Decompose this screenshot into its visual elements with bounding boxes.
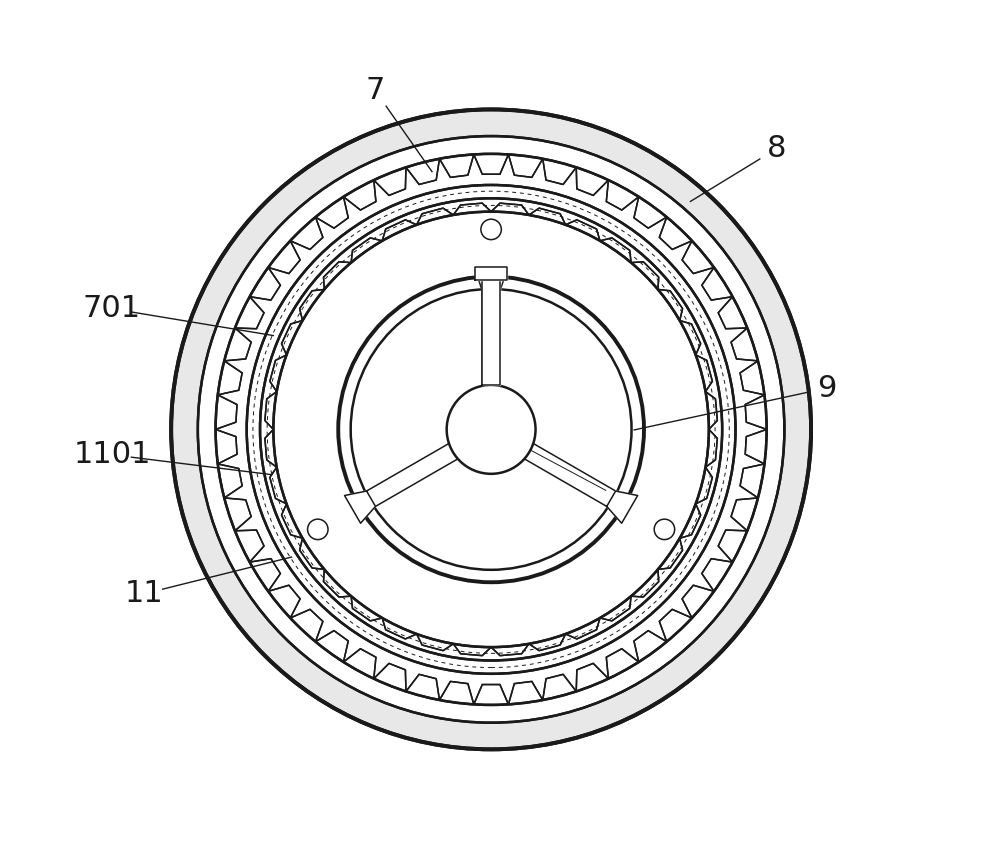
Polygon shape — [607, 491, 638, 523]
Circle shape — [338, 277, 644, 582]
Text: 11: 11 — [124, 579, 163, 608]
Wedge shape — [260, 198, 722, 660]
Circle shape — [654, 519, 675, 540]
Polygon shape — [482, 278, 500, 385]
Polygon shape — [475, 269, 507, 291]
Circle shape — [447, 385, 536, 473]
Text: 7: 7 — [365, 76, 385, 104]
Text: 8: 8 — [767, 135, 786, 163]
Circle shape — [481, 220, 501, 240]
Wedge shape — [171, 109, 811, 749]
Polygon shape — [345, 491, 375, 523]
Text: 701: 701 — [83, 294, 141, 323]
Circle shape — [308, 519, 328, 540]
Polygon shape — [475, 267, 507, 280]
Text: 9: 9 — [817, 373, 836, 403]
Wedge shape — [216, 154, 767, 705]
Text: 1101: 1101 — [73, 441, 151, 469]
